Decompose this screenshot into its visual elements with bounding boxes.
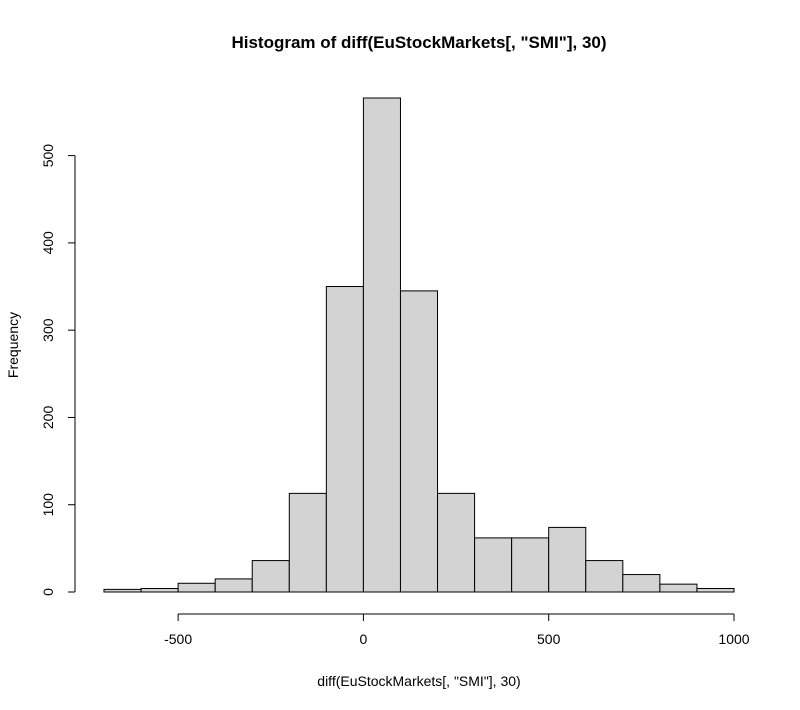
- y-tick-label: 400: [40, 231, 56, 255]
- x-tick-label: -500: [164, 631, 192, 647]
- x-tick-label: 500: [537, 631, 561, 647]
- histogram-bar-0: [103, 588, 142, 593]
- histogram-bar-12: [548, 526, 587, 593]
- histogram-bar-1: [140, 588, 179, 593]
- bars-group: [103, 97, 735, 593]
- y-tick-label: 0: [40, 588, 56, 596]
- histogram-bar-2: [177, 582, 216, 593]
- histogram-bar-5: [288, 492, 327, 593]
- histogram-bar-7: [362, 97, 401, 593]
- histogram-bar-4: [251, 560, 290, 593]
- histogram-bar-14: [622, 574, 661, 593]
- x-axis-label: diff(EuStockMarkets[, "SMI"], 30): [317, 673, 520, 689]
- histogram-bar-9: [437, 492, 476, 593]
- histogram-bar-16: [696, 588, 735, 593]
- x-axis: -500 0 500 1000: [164, 613, 750, 647]
- histogram-bar-15: [659, 583, 698, 593]
- y-tick-label: 500: [40, 144, 56, 168]
- chart-title: Histogram of diff(EuStockMarkets[, "SMI"…: [231, 33, 606, 52]
- histogram-bar-10: [474, 537, 513, 593]
- y-tick-label: 300: [40, 318, 56, 342]
- histogram-bar-11: [511, 537, 550, 593]
- y-axis: 0 100 200 300 400 500: [40, 144, 76, 596]
- y-tick-label: 200: [40, 406, 56, 430]
- histogram-bar-6: [325, 286, 364, 593]
- x-tick-label: 0: [360, 631, 368, 647]
- histogram-bar-8: [399, 290, 439, 593]
- x-tick-label: 1000: [718, 631, 749, 647]
- histogram-bar-13: [585, 560, 624, 593]
- y-tick-label: 100: [40, 493, 56, 517]
- y-axis-label: Frequency: [5, 312, 21, 378]
- histogram-bar-3: [214, 578, 253, 593]
